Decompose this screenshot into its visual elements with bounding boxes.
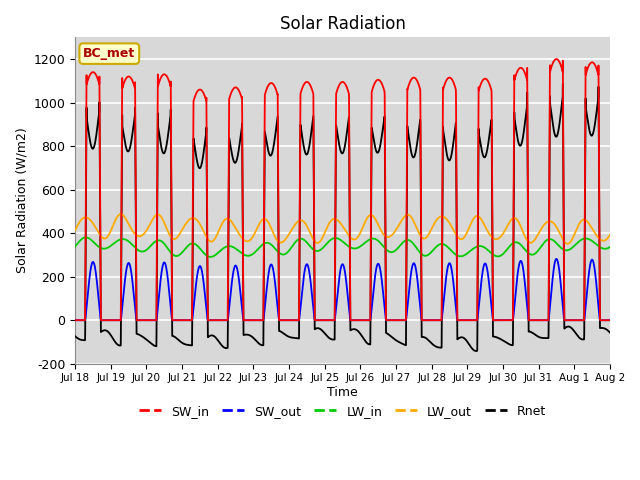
Text: BC_met: BC_met xyxy=(83,47,136,60)
Title: Solar Radiation: Solar Radiation xyxy=(280,15,406,33)
Legend: SW_in, SW_out, LW_in, LW_out, Rnet: SW_in, SW_out, LW_in, LW_out, Rnet xyxy=(134,400,551,423)
X-axis label: Time: Time xyxy=(327,386,358,399)
Y-axis label: Solar Radiation (W/m2): Solar Radiation (W/m2) xyxy=(15,128,28,274)
